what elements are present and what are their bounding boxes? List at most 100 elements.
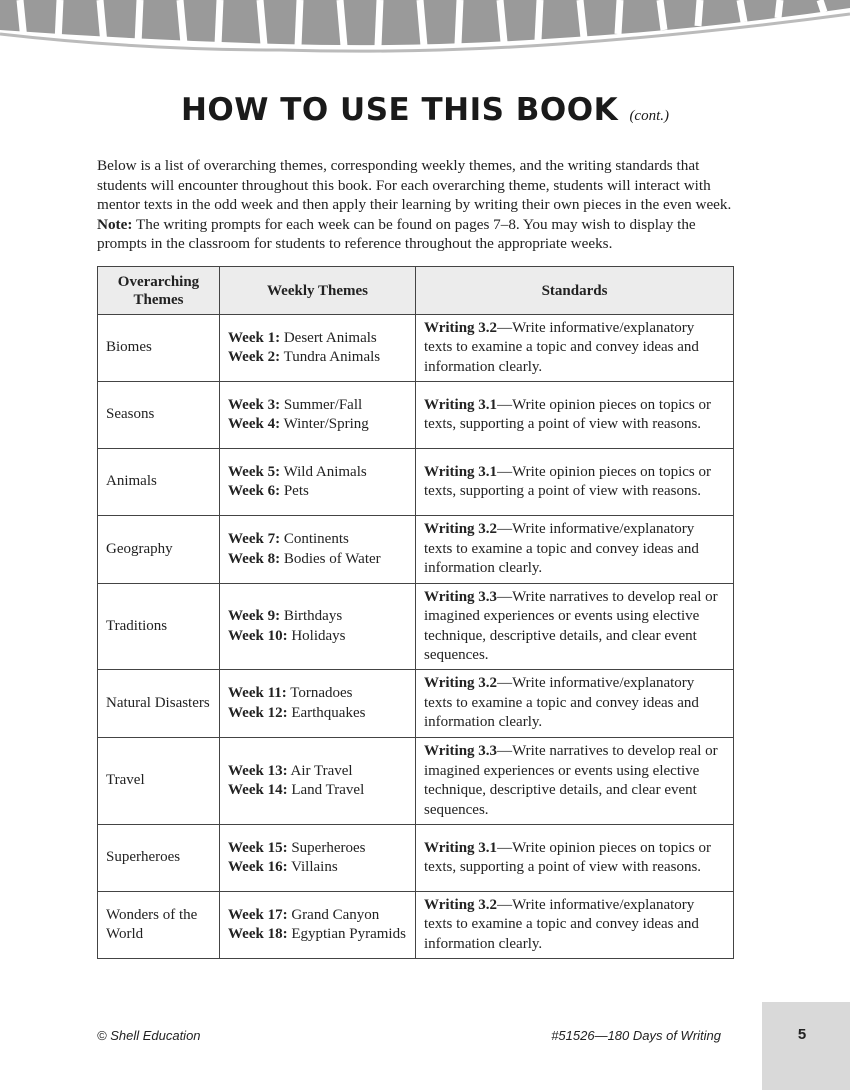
week-name: Summer/Fall	[283, 396, 363, 413]
title-note: (cont.)	[629, 108, 670, 124]
week-label: Week 8:	[228, 550, 281, 567]
week-name: Holidays	[291, 627, 346, 644]
standard-cell: Writing 3.2—Write informative/explanator…	[415, 891, 734, 959]
weeks-cell: Week 3: Summer/Fall Week 4: Winter/Spring	[219, 381, 416, 449]
standard-cell: Writing 3.3—Write narratives to develop …	[415, 737, 734, 825]
week-label: Week 4:	[228, 416, 281, 432]
column-header: Overarching Themes	[97, 266, 220, 315]
week-name: Tundra Animals	[283, 349, 381, 365]
week-name: Egyptian Pyramids	[291, 926, 406, 942]
table-row: Seasons Week 3: Summer/Fall Week 4: Winter…	[97, 381, 734, 449]
standard-cell: Writing 3.2—Write informative/explanator…	[415, 669, 734, 738]
title-text: HOW TO USE THIS BOOK	[180, 92, 619, 128]
week-label: Week 7:	[228, 531, 281, 547]
intro-paragraph: Below is a list of overarching themes, c…	[97, 156, 737, 254]
week-name: Earthquakes	[291, 704, 366, 721]
standard-cell: Writing 3.2—Write informative/explanator…	[415, 314, 734, 382]
week-label: Week 11:	[228, 685, 287, 701]
intro-text: The writing prompts for each week can be…	[97, 215, 696, 253]
weeks-cell: Week 7: Continents Week 8: Bodies of Wate…	[219, 515, 416, 584]
week-line: Week 17: Grand Canyon	[228, 906, 407, 926]
footer-book: #51526—180 Days of Writing	[551, 1028, 721, 1043]
theme-cell: Biomes	[97, 314, 220, 382]
week-name: Grand Canyon	[291, 906, 380, 923]
week-line: Week 11: Tornadoes	[228, 684, 407, 704]
table-row: Traditions Week 9: Birthdays Week 10: Holi…	[97, 583, 734, 670]
table-row: Superheroes Week 15: Superheroes Week 16: …	[97, 824, 734, 892]
week-label: Week 3:	[228, 396, 281, 413]
week-name: Pets	[283, 483, 309, 499]
standard-label: Writing 3.1	[424, 463, 498, 480]
table-row: Wonders of the World Week 17: Grand Canyo…	[97, 891, 734, 959]
week-line: Week 8: Bodies of Water	[228, 550, 407, 570]
week-label: Week 13:	[228, 762, 288, 779]
week-name: Superheroes	[291, 839, 366, 856]
standard-label: Writing 3.2	[424, 896, 498, 913]
weeks-cell: Week 17: Grand Canyon Week 18: Egyptian P…	[219, 891, 416, 959]
page-title: HOW TO USE THIS BOOK (cont.)	[0, 92, 850, 128]
weeks-cell: Week 11: Tornadoes Week 12: Earthquakes	[219, 669, 416, 738]
themes-table: Overarching Themes Weekly Themes Standards…	[97, 266, 734, 959]
theme-cell: Natural Disasters	[97, 669, 220, 738]
week-line: Week 15: Superheroes	[228, 839, 407, 859]
standard-text: —Write opinion pieces on topics or texts…	[424, 396, 711, 433]
week-line: Week 2: Tundra Animals	[228, 348, 407, 368]
column-header: Standards	[415, 266, 734, 315]
footer-publisher: © Shell Education	[97, 1028, 201, 1043]
week-line: Week 9: Birthdays	[228, 607, 407, 627]
standard-text: —Write opinion pieces on topics or texts…	[424, 463, 711, 500]
standard-text: —Write informative/explanatory texts to …	[424, 319, 699, 375]
week-name: Continents	[283, 531, 349, 547]
week-label: Week 1:	[228, 329, 281, 346]
week-line: Week 5: Wild Animals	[228, 463, 407, 483]
intro-text: Below is a list of overarching themes, c…	[97, 157, 732, 213]
standard-cell: Writing 3.2—Write informative/explanator…	[415, 515, 734, 584]
week-name: Tornadoes	[290, 685, 353, 701]
week-label: Week 17:	[228, 906, 288, 923]
standard-label: Writing 3.3	[424, 588, 498, 605]
week-label: Week 12:	[228, 704, 288, 721]
standard-label: Writing 3.1	[424, 396, 498, 413]
week-line: Week 13: Air Travel	[228, 762, 407, 782]
week-label: Week 14:	[228, 782, 288, 798]
week-name: Birthdays	[283, 608, 343, 624]
table-row: Natural Disasters Week 11: Tornadoes Week …	[97, 669, 734, 738]
standard-text: —Write informative/explanatory texts to …	[424, 521, 699, 577]
page-tab	[762, 1002, 850, 1090]
standard-cell: Writing 3.3—Write narratives to develop …	[415, 583, 734, 670]
theme-cell: Geography	[97, 515, 220, 584]
standard-cell: Writing 3.1—Write opinion pieces on topi…	[415, 448, 734, 516]
week-line: Week 18: Egyptian Pyramids	[228, 925, 407, 945]
standard-label: Writing 3.2	[424, 675, 498, 692]
standard-text: —Write narratives to develop real or ima…	[424, 743, 718, 818]
weeks-cell: Week 9: Birthdays Week 10: Holidays	[219, 583, 416, 670]
theme-cell: Travel	[97, 737, 220, 825]
standard-label: Writing 3.2	[424, 319, 498, 336]
week-name: Winter/Spring	[283, 416, 369, 432]
week-line: Week 3: Summer/Fall	[228, 396, 407, 416]
page-number: 5	[797, 1026, 807, 1043]
theme-cell: Traditions	[97, 583, 220, 670]
week-name: Desert Animals	[283, 329, 377, 346]
week-line: Week 1: Desert Animals	[228, 329, 407, 349]
week-label: Week 16:	[228, 859, 288, 875]
standard-text: —Write opinion pieces on topics or texts…	[424, 839, 711, 876]
standard-cell: Writing 3.1—Write opinion pieces on topi…	[415, 824, 734, 892]
theme-cell: Superheroes	[97, 824, 220, 892]
week-line: Week 4: Winter/Spring	[228, 415, 407, 435]
week-label: Week 6:	[228, 483, 281, 499]
week-label: Week 15:	[228, 839, 288, 856]
theme-cell: Seasons	[97, 381, 220, 449]
weeks-cell: Week 1: Desert Animals Week 2: Tundra Ani…	[219, 314, 416, 382]
week-name: Land Travel	[291, 782, 365, 798]
table-row: Geography Week 7: Continents Week 8: Bodie…	[97, 515, 734, 584]
top-banner	[0, 0, 850, 53]
week-line: Week 10: Holidays	[228, 627, 407, 647]
theme-cell: Animals	[97, 448, 220, 516]
note-label: Note:	[97, 215, 133, 233]
table-row: Biomes Week 1: Desert Animals Week 2: Tund…	[97, 314, 734, 382]
week-line: Week 12: Earthquakes	[228, 704, 407, 724]
column-header: Weekly Themes	[219, 266, 416, 315]
week-label: Week 10:	[228, 627, 288, 644]
